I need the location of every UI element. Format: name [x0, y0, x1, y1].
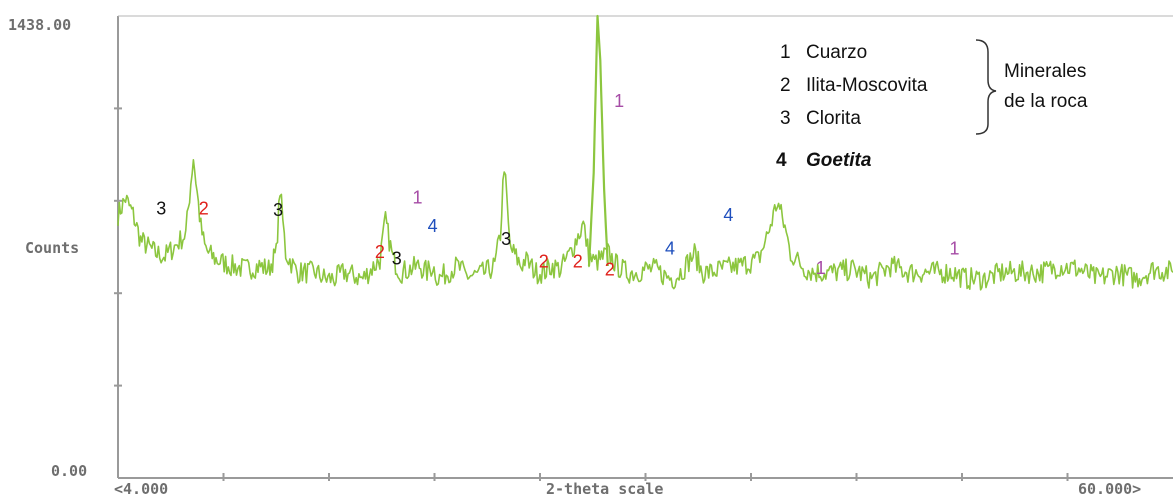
legend-group-label-1: Minerales — [1004, 61, 1086, 82]
x-axis-label: 2-theta scale — [546, 480, 663, 496]
x-right-label: 60.000> — [1078, 480, 1141, 496]
peak-label: 2 — [375, 242, 385, 262]
peak-label: 2 — [605, 260, 615, 280]
peak-label: 1 — [816, 258, 826, 278]
legend-group-label-2: de la roca — [1004, 91, 1088, 112]
peak-label: 1 — [412, 187, 422, 207]
peak-label: 1 — [614, 91, 624, 111]
peak-label: 4 — [723, 205, 733, 225]
y-bottom-label: 0.00 — [51, 462, 87, 480]
peak-label: 4 — [665, 239, 675, 259]
legend-label-1: Cuarzo — [806, 42, 867, 63]
peak-label: 2 — [199, 199, 209, 219]
legend-num-3: 3 — [780, 108, 791, 129]
y-top-label: 1438.00 — [8, 16, 71, 34]
y-ticks — [114, 107, 122, 387]
peak-label: 3 — [273, 200, 283, 220]
peak-label: 3 — [156, 199, 166, 219]
legend: 1 Cuarzo 2 Ilita-Moscovita 3 Clorita Min… — [776, 39, 1088, 171]
x-ticks — [222, 473, 1069, 481]
legend-label-4: Goetita — [806, 150, 872, 171]
x-left-label: <4.000 — [114, 480, 168, 496]
legend-brace — [975, 39, 997, 135]
peak-label: 2 — [539, 252, 549, 272]
peak-label: 1 — [949, 239, 959, 259]
legend-num-2: 2 — [780, 75, 791, 96]
legend-label-2: Ilita-Moscovita — [806, 75, 928, 96]
legend-num-1: 1 — [780, 42, 791, 63]
y-axis-label: Counts — [25, 239, 79, 257]
legend-num-4: 4 — [776, 150, 787, 171]
peak-label: 4 — [428, 216, 438, 236]
peak-label: 3 — [392, 248, 402, 268]
series-line — [117, 159, 1173, 291]
series-group — [117, 14, 1173, 291]
series-line — [587, 14, 609, 267]
peak-label: 2 — [573, 252, 583, 272]
peak-label: 3 — [501, 229, 511, 249]
legend-label-3: Clorita — [806, 108, 861, 129]
